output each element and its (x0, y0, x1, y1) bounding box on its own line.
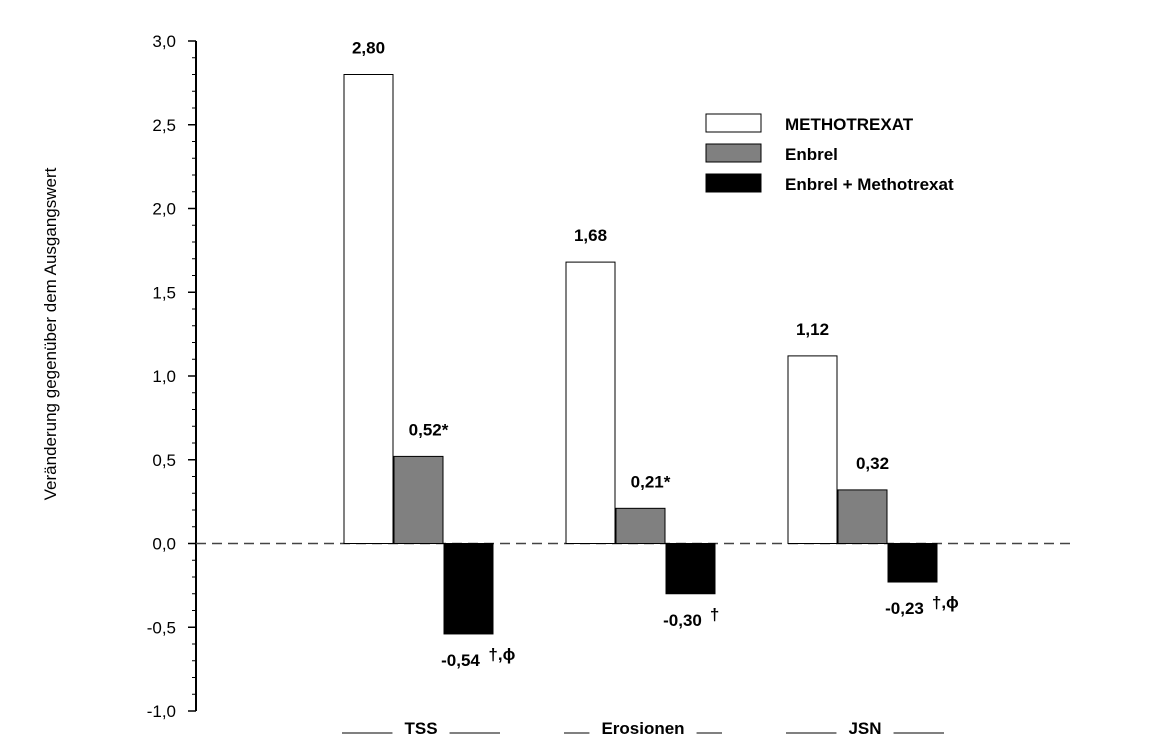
bar (393, 455, 444, 544)
y-tick-label: 1,5 (152, 283, 176, 302)
legend-swatch (705, 173, 762, 193)
bar (565, 261, 616, 544)
bars (343, 74, 938, 635)
bar (887, 543, 938, 583)
legend-label: Enbrel (785, 145, 838, 164)
data-label: -0,54 (441, 651, 480, 670)
bar (615, 507, 666, 545)
data-label: -0,23 (885, 599, 924, 618)
data-label: 2,80 (352, 39, 385, 58)
y-axis-title: Veränderung gegenüber dem Ausgangswert (41, 167, 60, 500)
y-axis: 3,0 2,5 2,0 1,5 1,0 0,5 0,0 -0,5 -1,0 (147, 32, 197, 721)
data-label: 0,32 (856, 454, 889, 473)
y-tick-label: 0,0 (152, 535, 176, 554)
category-label: Erosionen (601, 719, 684, 738)
category-label: TSS (404, 719, 437, 738)
bar (343, 74, 394, 544)
legend-swatch (705, 143, 762, 163)
value-labels: 2,80 0,52* -0,54 †,ϕ 1,68 0,21* -0,30 † 1,12 0,32… (352, 39, 959, 670)
significance-mark: †,ϕ (932, 593, 959, 612)
bar (787, 355, 838, 544)
significance-mark: †,ϕ (488, 645, 515, 664)
category-labels: TSS Erosionen JSN (342, 719, 944, 738)
data-label: -0,30 (663, 611, 702, 630)
y-tick-label: 2,0 (152, 200, 176, 219)
bar (443, 543, 494, 635)
y-tick-label: 1,0 (152, 367, 176, 386)
y-tick-label: 2,5 (152, 116, 176, 135)
significance-mark: † (710, 605, 719, 624)
data-label: 1,68 (574, 226, 607, 245)
y-tick-label: 3,0 (152, 32, 176, 51)
bar (837, 489, 888, 544)
legend-label: METHOTREXAT (785, 115, 914, 134)
legend: METHOTREXAT Enbrel Enbrel + Methotrexat (705, 113, 954, 194)
y-tick-label: 0,5 (152, 451, 176, 470)
category-label: JSN (848, 719, 881, 738)
data-label: 0,52* (409, 420, 449, 439)
legend-label: Enbrel + Methotrexat (785, 175, 954, 194)
y-tick-label: -0,5 (147, 618, 176, 637)
y-tick-label: -1,0 (147, 702, 176, 721)
data-label: 0,21* (631, 472, 671, 491)
legend-swatch (705, 113, 762, 133)
bar (665, 543, 716, 595)
data-label: 1,12 (796, 320, 829, 339)
